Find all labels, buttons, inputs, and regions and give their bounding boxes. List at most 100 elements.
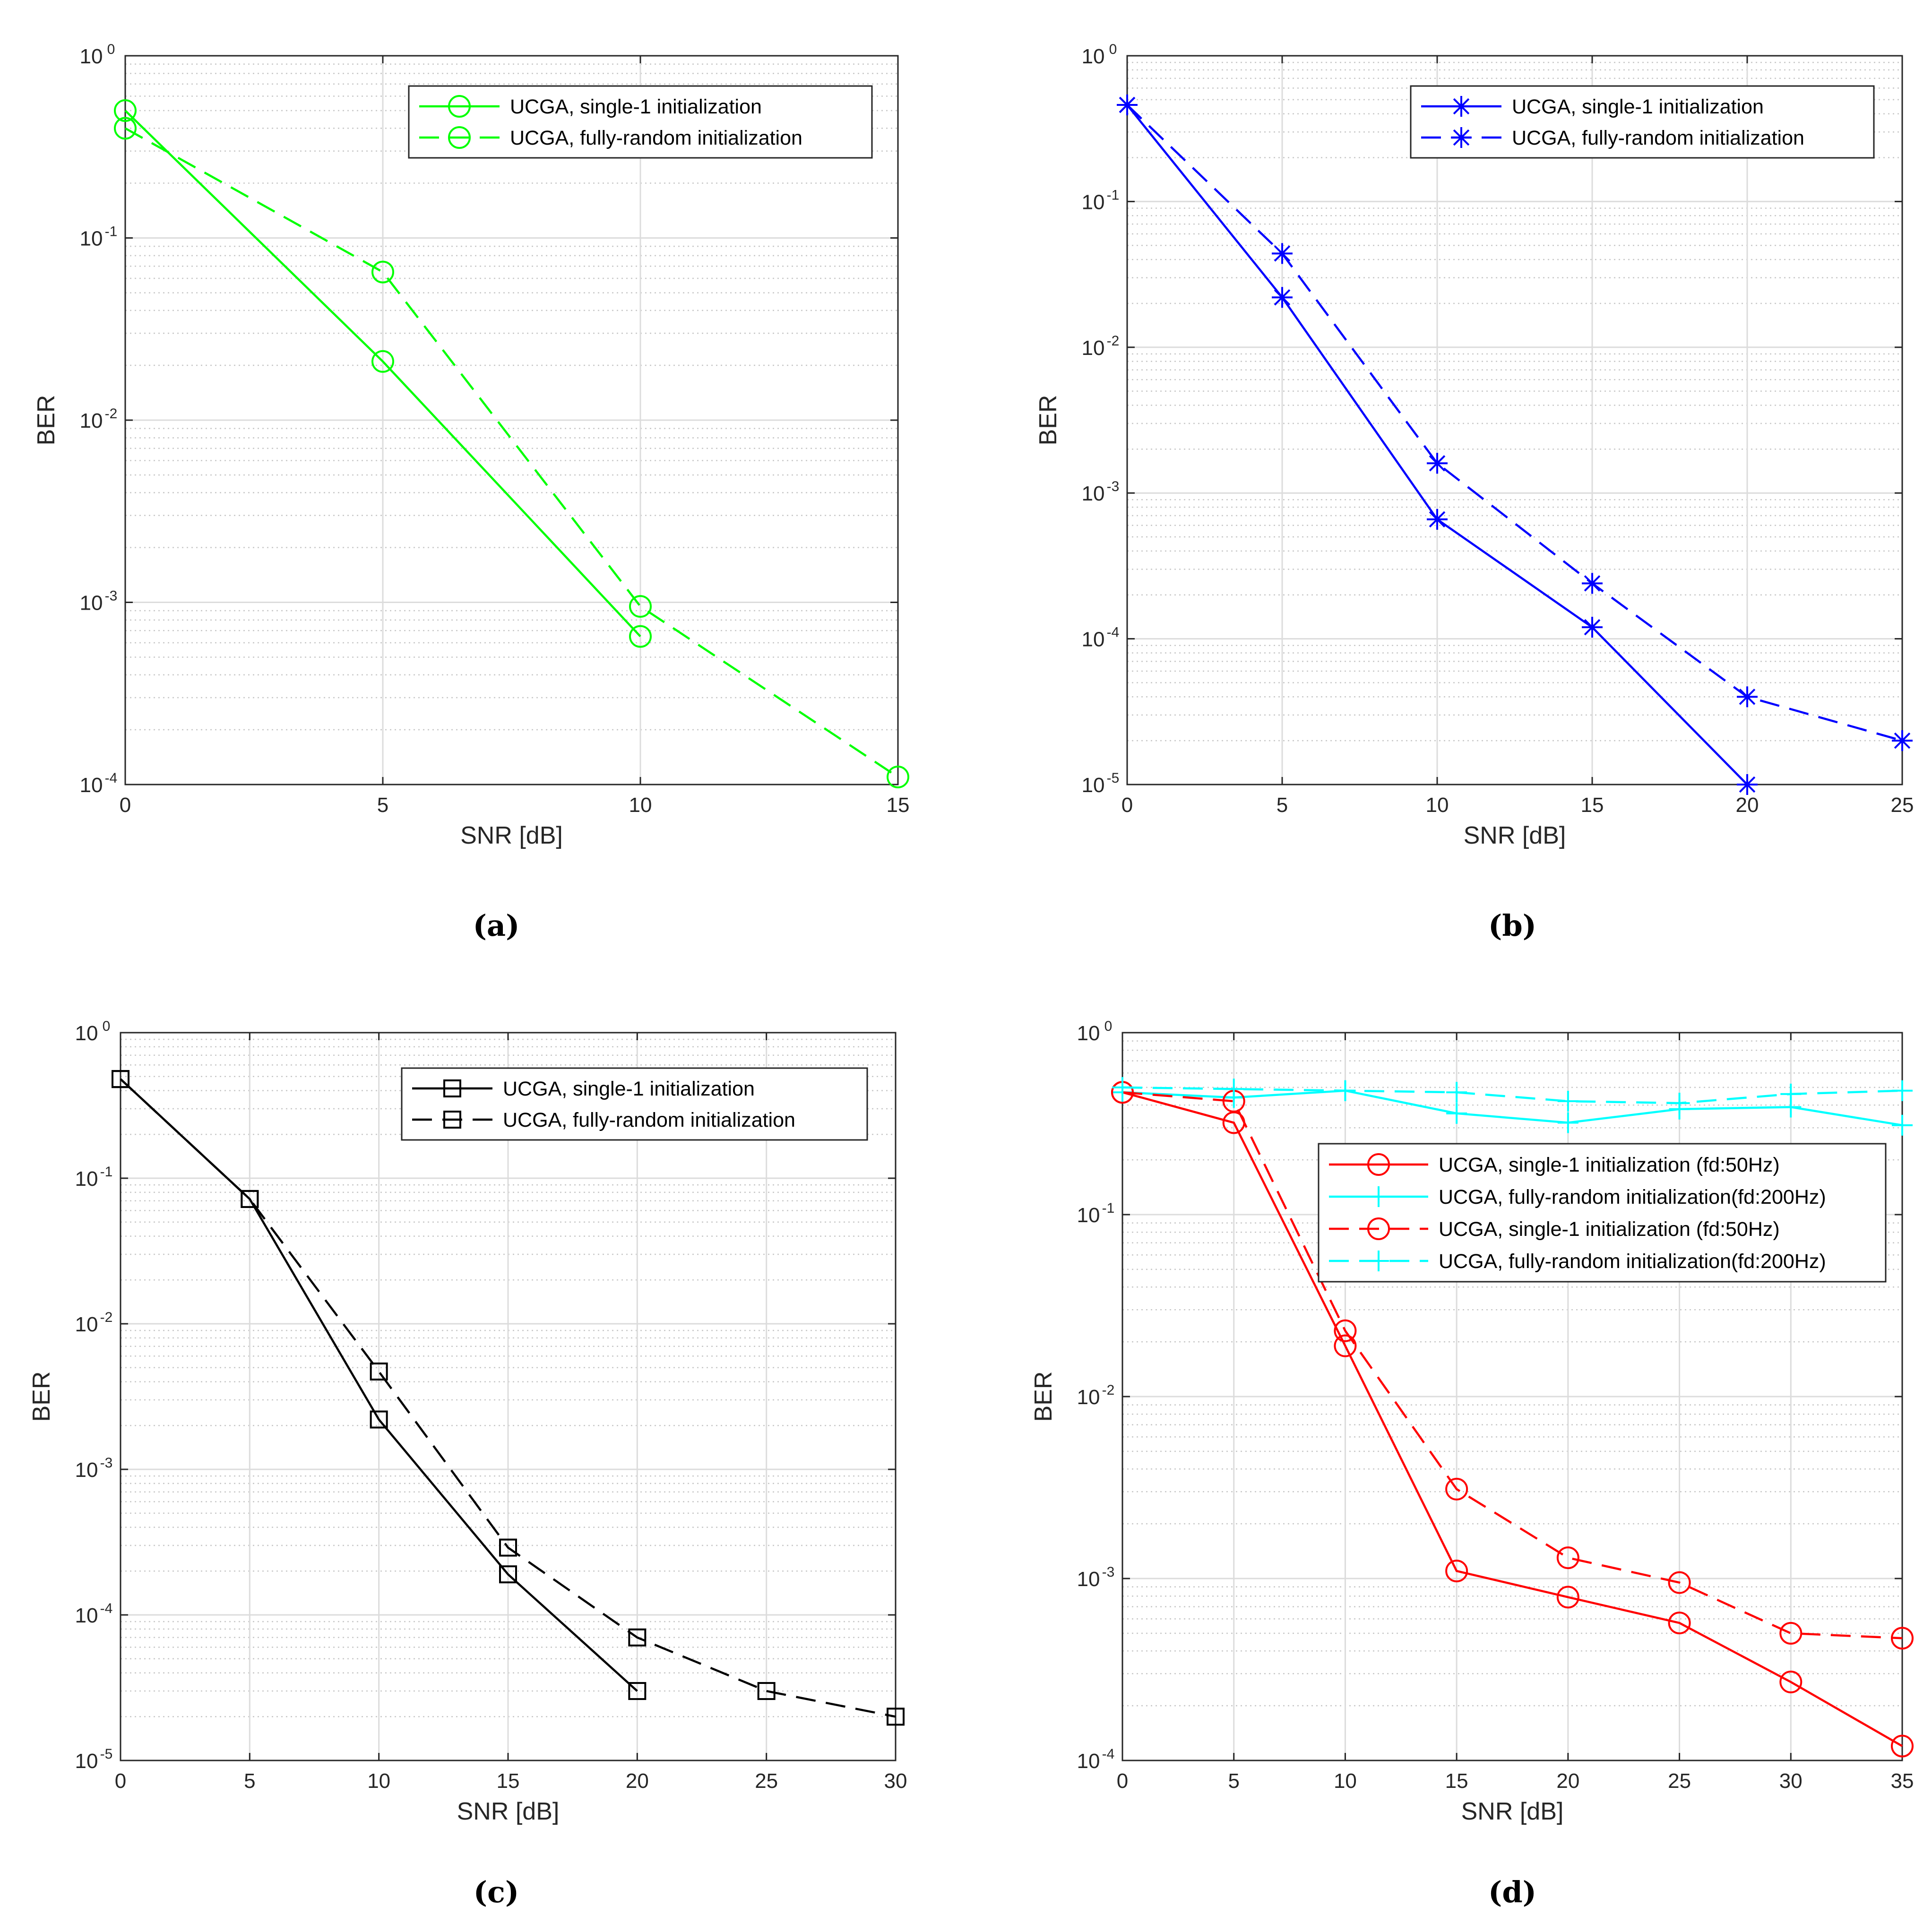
y-tick-exponent: -5 bbox=[1107, 770, 1120, 786]
y-tick-exponent: -2 bbox=[1107, 333, 1120, 349]
data-point bbox=[114, 117, 137, 140]
legend-entry-label: UCGA, fully-random initialization bbox=[510, 127, 802, 149]
data-point bbox=[1669, 1093, 1690, 1114]
data-point bbox=[628, 1628, 647, 1647]
y-tick-label: 10 bbox=[1082, 774, 1105, 797]
x-tick-label: 10 bbox=[1334, 1769, 1357, 1793]
y-tick-label: 10 bbox=[1077, 1568, 1100, 1591]
data-point bbox=[499, 1538, 517, 1557]
series-line bbox=[120, 1078, 896, 1718]
x-tick-label: 10 bbox=[1426, 794, 1449, 817]
y-tick-label: 10 bbox=[1082, 482, 1105, 505]
legend-marker bbox=[1368, 1251, 1389, 1271]
data-point bbox=[370, 1362, 388, 1380]
legend-box bbox=[1410, 85, 1875, 159]
y-tick-exponent: -2 bbox=[105, 406, 118, 422]
data-point bbox=[1891, 1627, 1914, 1650]
data-point bbox=[629, 595, 652, 618]
series-line bbox=[120, 1078, 638, 1692]
series-line bbox=[1122, 1086, 1903, 1104]
y-tick-label: 10 bbox=[75, 1167, 98, 1191]
legend-entry-label: UCGA, single-1 initialization bbox=[510, 95, 762, 118]
y-tick-exponent: -2 bbox=[100, 1310, 113, 1325]
series-3 bbox=[1111, 1081, 1914, 1650]
data-point bbox=[629, 625, 652, 648]
panel-caption: (d) bbox=[1488, 1875, 1536, 1909]
panel-caption: (c) bbox=[474, 1875, 519, 1909]
data-point bbox=[1445, 1560, 1468, 1583]
data-point bbox=[1334, 1319, 1357, 1342]
y-tick-label: 10 bbox=[1077, 1750, 1100, 1773]
y-tick-label: 10 bbox=[80, 227, 103, 250]
legend-marker bbox=[1368, 1186, 1389, 1207]
y-tick-label: 10 bbox=[1082, 190, 1105, 214]
series-line bbox=[124, 110, 641, 638]
legend: UCGA, single-1 initialization UCGA, fully… bbox=[1410, 85, 1875, 159]
y-tick-label: 10 bbox=[1077, 1204, 1100, 1227]
data-point bbox=[1427, 453, 1448, 474]
data-point bbox=[1892, 1080, 1913, 1101]
series-1 bbox=[114, 99, 652, 648]
x-tick-label: 0 bbox=[1121, 794, 1133, 817]
data-point bbox=[1223, 1078, 1244, 1100]
y-tick-label: 10 bbox=[1082, 628, 1105, 651]
y-tick-exponent: -1 bbox=[105, 224, 118, 240]
y-tick-label: 10 bbox=[75, 1458, 98, 1482]
x-tick-label: 0 bbox=[120, 794, 131, 817]
y-tick-exponent: -1 bbox=[1107, 187, 1120, 203]
x-tick-label: 0 bbox=[115, 1769, 126, 1793]
data-point bbox=[1446, 1082, 1467, 1103]
data-point bbox=[114, 99, 137, 122]
y-tick-exponent: 0 bbox=[1104, 1018, 1113, 1034]
x-tick-label: 25 bbox=[755, 1769, 778, 1793]
x-tick-label: 25 bbox=[1891, 794, 1914, 817]
data-point bbox=[887, 766, 909, 789]
legend-entry-label: UCGA, single-1 initialization bbox=[503, 1078, 755, 1100]
data-point bbox=[1427, 509, 1448, 530]
data-point bbox=[1117, 95, 1138, 116]
x-tick-label: 5 bbox=[1228, 1769, 1239, 1793]
data-point bbox=[1556, 1546, 1579, 1570]
x-axis-label: SNR [dB] bbox=[1461, 1798, 1564, 1825]
data-point bbox=[1272, 243, 1293, 264]
legend-box bbox=[401, 1067, 868, 1141]
data-point bbox=[1892, 1114, 1913, 1136]
series-4 bbox=[1112, 1077, 1913, 1114]
data-point bbox=[1446, 1103, 1467, 1124]
x-tick-label: 0 bbox=[1117, 1769, 1128, 1793]
data-point bbox=[757, 1682, 776, 1700]
y-tick-label: 10 bbox=[75, 1604, 98, 1627]
series-line bbox=[1126, 104, 1903, 742]
x-tick-label: 15 bbox=[1445, 1769, 1468, 1793]
y-tick-label: 10 bbox=[80, 592, 103, 615]
data-point bbox=[1779, 1622, 1803, 1645]
y-tick-label: 10 bbox=[1082, 336, 1105, 360]
legend-marker bbox=[1367, 1217, 1390, 1240]
y-tick-exponent: -3 bbox=[1107, 479, 1120, 494]
series-2 bbox=[112, 1070, 905, 1726]
legend: UCGA, single-1 initialization UCGA, fully… bbox=[408, 85, 873, 159]
legend: UCGA, single-1 initialization (fd:50Hz) U… bbox=[1318, 1143, 1887, 1283]
x-tick-label: 30 bbox=[1779, 1769, 1803, 1793]
y-tick-exponent: -3 bbox=[100, 1455, 113, 1471]
series-line bbox=[1122, 1089, 1903, 1127]
x-tick-label: 5 bbox=[377, 794, 388, 817]
y-tick-exponent: -3 bbox=[105, 588, 118, 604]
x-tick-label: 5 bbox=[1276, 794, 1288, 817]
data-point bbox=[370, 1410, 388, 1429]
y-tick-exponent: 0 bbox=[107, 42, 115, 57]
series-2 bbox=[1117, 95, 1913, 751]
series-2 bbox=[114, 117, 909, 789]
y-tick-exponent: -1 bbox=[1102, 1200, 1115, 1216]
legend-box bbox=[408, 85, 873, 159]
y-axis-label: BER bbox=[33, 395, 60, 446]
panel-caption: (a) bbox=[473, 908, 520, 943]
legend-marker bbox=[448, 126, 471, 149]
data-point bbox=[1557, 1091, 1578, 1112]
y-tick-label: 10 bbox=[80, 774, 103, 797]
data-point bbox=[1335, 1080, 1356, 1101]
